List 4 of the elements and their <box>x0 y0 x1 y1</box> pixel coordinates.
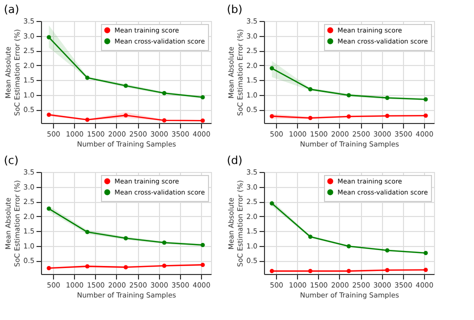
chart-title: (b) <box>226 3 242 16</box>
chart-title: (c) <box>4 154 19 167</box>
chart-title: (a) <box>4 3 20 16</box>
chart-title: (d) <box>226 154 242 167</box>
